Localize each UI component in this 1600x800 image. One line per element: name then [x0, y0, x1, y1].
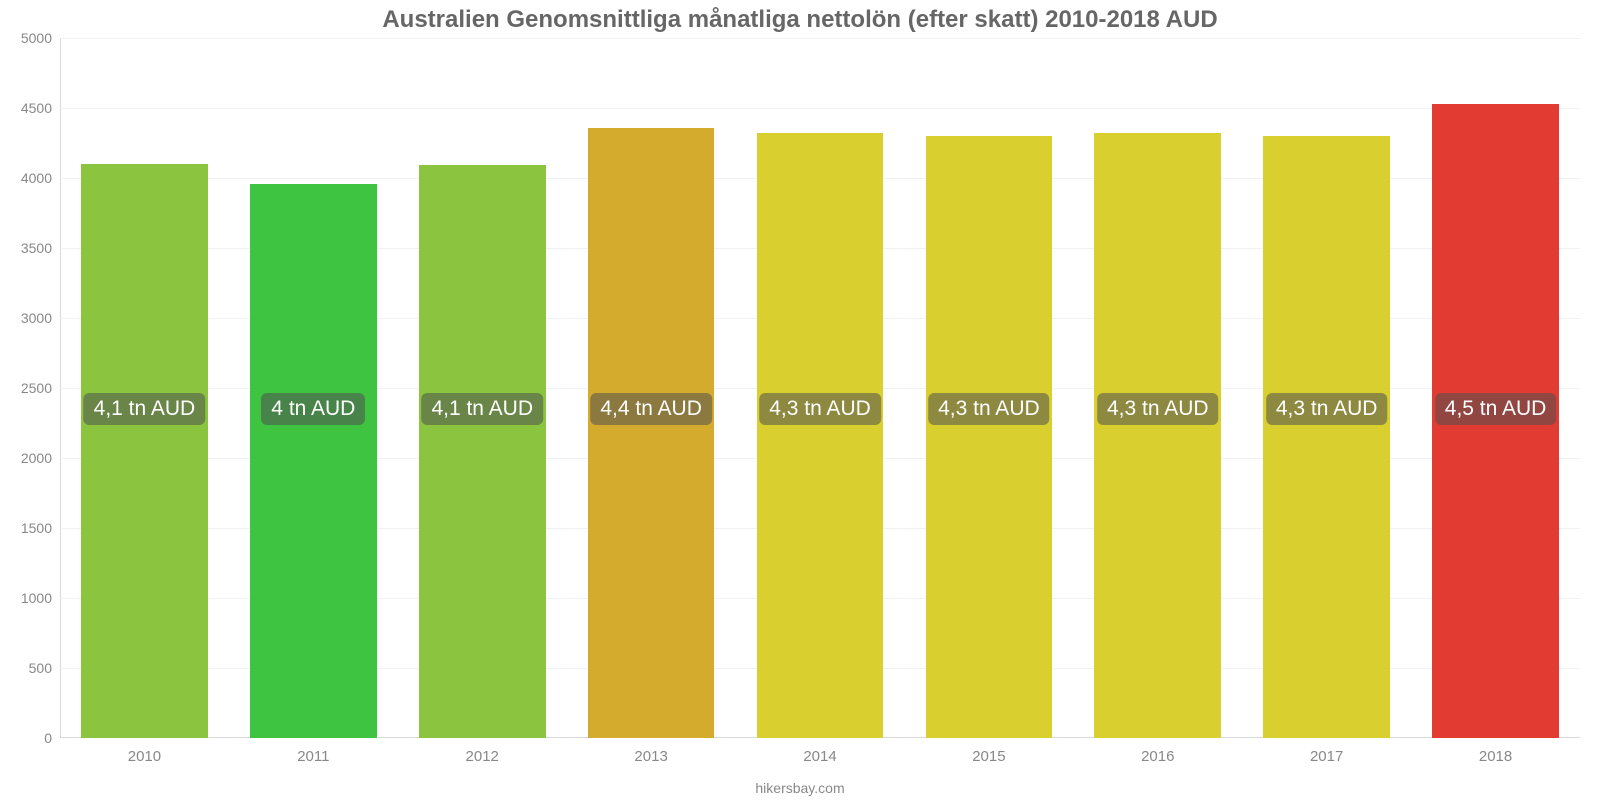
y-tick-label: 3000 — [21, 310, 60, 326]
y-tick-label: 2000 — [21, 450, 60, 466]
y-tick-label: 1500 — [21, 520, 60, 536]
x-tick-label: 2010 — [128, 738, 161, 765]
bar-value-label: 4,3 tn AUD — [928, 393, 1050, 425]
bar-value-label: 4,5 tn AUD — [1435, 393, 1557, 425]
bar — [588, 128, 715, 738]
bar-value-label: 4,1 tn AUD — [421, 393, 543, 425]
x-tick-label: 2014 — [803, 738, 836, 765]
bar — [926, 136, 1053, 738]
y-tick-label: 2500 — [21, 380, 60, 396]
bar — [250, 184, 377, 738]
x-tick-label: 2011 — [297, 738, 329, 765]
x-tick-label: 2016 — [1141, 738, 1174, 765]
x-tick-label: 2018 — [1479, 738, 1512, 765]
bar-value-label: 4,3 tn AUD — [1266, 393, 1388, 425]
y-tick-label: 5000 — [21, 30, 60, 46]
y-tick-label: 3500 — [21, 240, 60, 256]
y-tick-label: 0 — [44, 730, 60, 746]
x-tick-label: 2013 — [634, 738, 667, 765]
bar-value-label: 4 tn AUD — [261, 393, 365, 425]
chart-title: Australien Genomsnittliga månatliga nett… — [0, 6, 1600, 34]
grid-line — [60, 38, 1580, 39]
bar-value-label: 4,4 tn AUD — [590, 393, 712, 425]
bar-chart: Australien Genomsnittliga månatliga nett… — [0, 0, 1600, 800]
x-tick-label: 2017 — [1310, 738, 1343, 765]
bar-value-label: 4,3 tn AUD — [1097, 393, 1219, 425]
y-tick-label: 4500 — [21, 100, 60, 116]
bar-value-label: 4,3 tn AUD — [759, 393, 881, 425]
bar — [81, 164, 208, 738]
bar — [1094, 133, 1221, 738]
chart-footer: hikersbay.com — [0, 780, 1600, 796]
bar — [419, 165, 546, 738]
y-tick-label: 500 — [29, 660, 60, 676]
bar — [757, 133, 884, 738]
x-tick-label: 2015 — [972, 738, 1005, 765]
bar — [1263, 136, 1390, 738]
grid-line — [60, 108, 1580, 109]
bar-value-label: 4,1 tn AUD — [84, 393, 206, 425]
y-tick-label: 4000 — [21, 170, 60, 186]
plot-area: 0500100015002000250030003500400045005000… — [60, 38, 1580, 738]
x-tick-label: 2012 — [466, 738, 499, 765]
y-tick-label: 1000 — [21, 590, 60, 606]
